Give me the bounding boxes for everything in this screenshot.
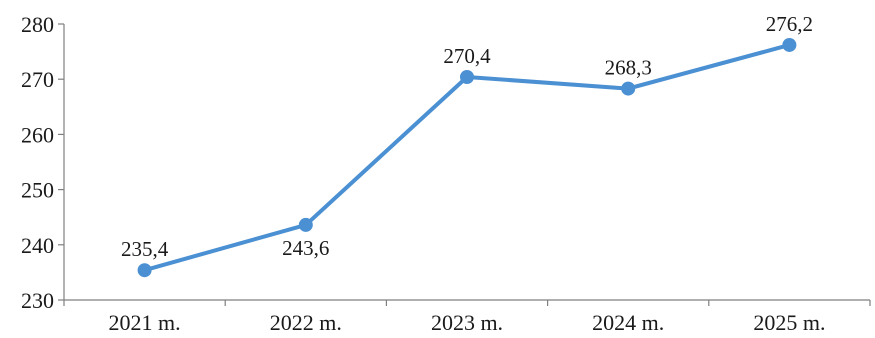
- data-point: [621, 81, 636, 96]
- data-point: [137, 263, 152, 278]
- x-tick-label: 2021 m.: [109, 310, 181, 335]
- x-tick-label: 2022 m.: [270, 310, 342, 335]
- x-tick-label: 2023 m.: [431, 310, 503, 335]
- y-tick-label: 270: [21, 67, 54, 92]
- y-tick-label: 280: [21, 12, 54, 37]
- y-tick-label: 240: [21, 233, 54, 258]
- series-group: [137, 37, 797, 278]
- data-point: [460, 69, 474, 84]
- y-tick-label: 230: [21, 288, 54, 313]
- y-tick-label: 250: [21, 178, 54, 203]
- y-tick-label: 260: [21, 122, 54, 147]
- data-label: 235,4: [121, 237, 169, 261]
- x-tick-label: 2024 m.: [592, 310, 664, 335]
- data-label: 243,6: [282, 236, 329, 260]
- x-tick-label: 2025 m.: [753, 310, 825, 335]
- data-label: 268,3: [605, 56, 652, 80]
- x-axis: 2021 m. 2022 m. 2023 m. 2024 m. 2025 m.: [63, 299, 871, 335]
- data-point: [298, 217, 313, 232]
- data-label: 276,2: [766, 12, 813, 36]
- data-point: [782, 37, 797, 52]
- y-axis: 230 240 250 260 270 280: [21, 12, 65, 313]
- data-labels: 235,4 243,6 270,4 268,3 276,2: [121, 12, 813, 261]
- data-label: 270,4: [443, 44, 491, 68]
